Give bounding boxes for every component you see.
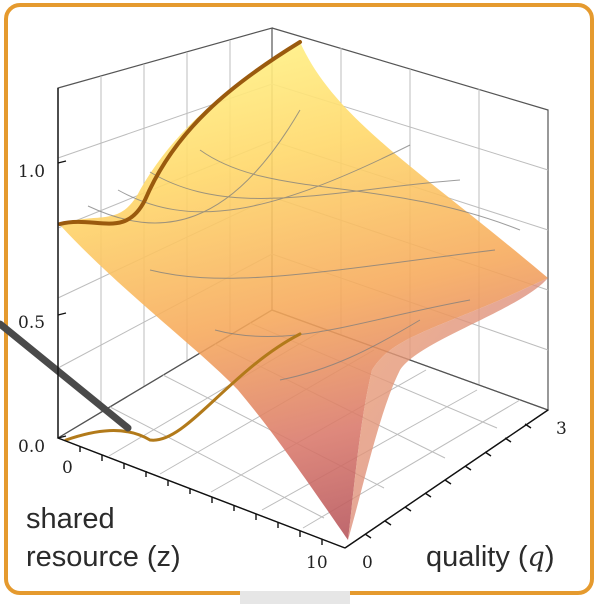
z-tick-0: 0.0 bbox=[18, 437, 45, 457]
pointer-line bbox=[0, 320, 132, 432]
x-tick-10: 10 bbox=[306, 553, 328, 573]
bottom-tab bbox=[240, 591, 350, 604]
surface bbox=[60, 42, 548, 540]
y-axis-label-prefix: quality ( bbox=[426, 541, 528, 573]
y-axis-label-suffix: ) bbox=[545, 541, 555, 573]
curve-q0 bbox=[64, 332, 302, 442]
q-tick-0: 0 bbox=[362, 553, 373, 573]
q-tick-3: 3 bbox=[556, 419, 567, 439]
curve-q3 bbox=[58, 40, 302, 226]
z-tick-1: 1.0 bbox=[18, 162, 45, 182]
z-tick-05: 0.5 bbox=[18, 313, 45, 333]
x-axis-label-line2: resource (z) bbox=[26, 541, 181, 573]
x-tick-0: 0 bbox=[62, 458, 73, 478]
y-axis-label: quality (q) bbox=[426, 541, 555, 573]
x-axis-label-line1: shared bbox=[26, 503, 115, 535]
front-axes bbox=[57, 88, 549, 549]
y-axis-label-symbol: q bbox=[528, 542, 545, 573]
highlight-curves bbox=[58, 40, 302, 442]
